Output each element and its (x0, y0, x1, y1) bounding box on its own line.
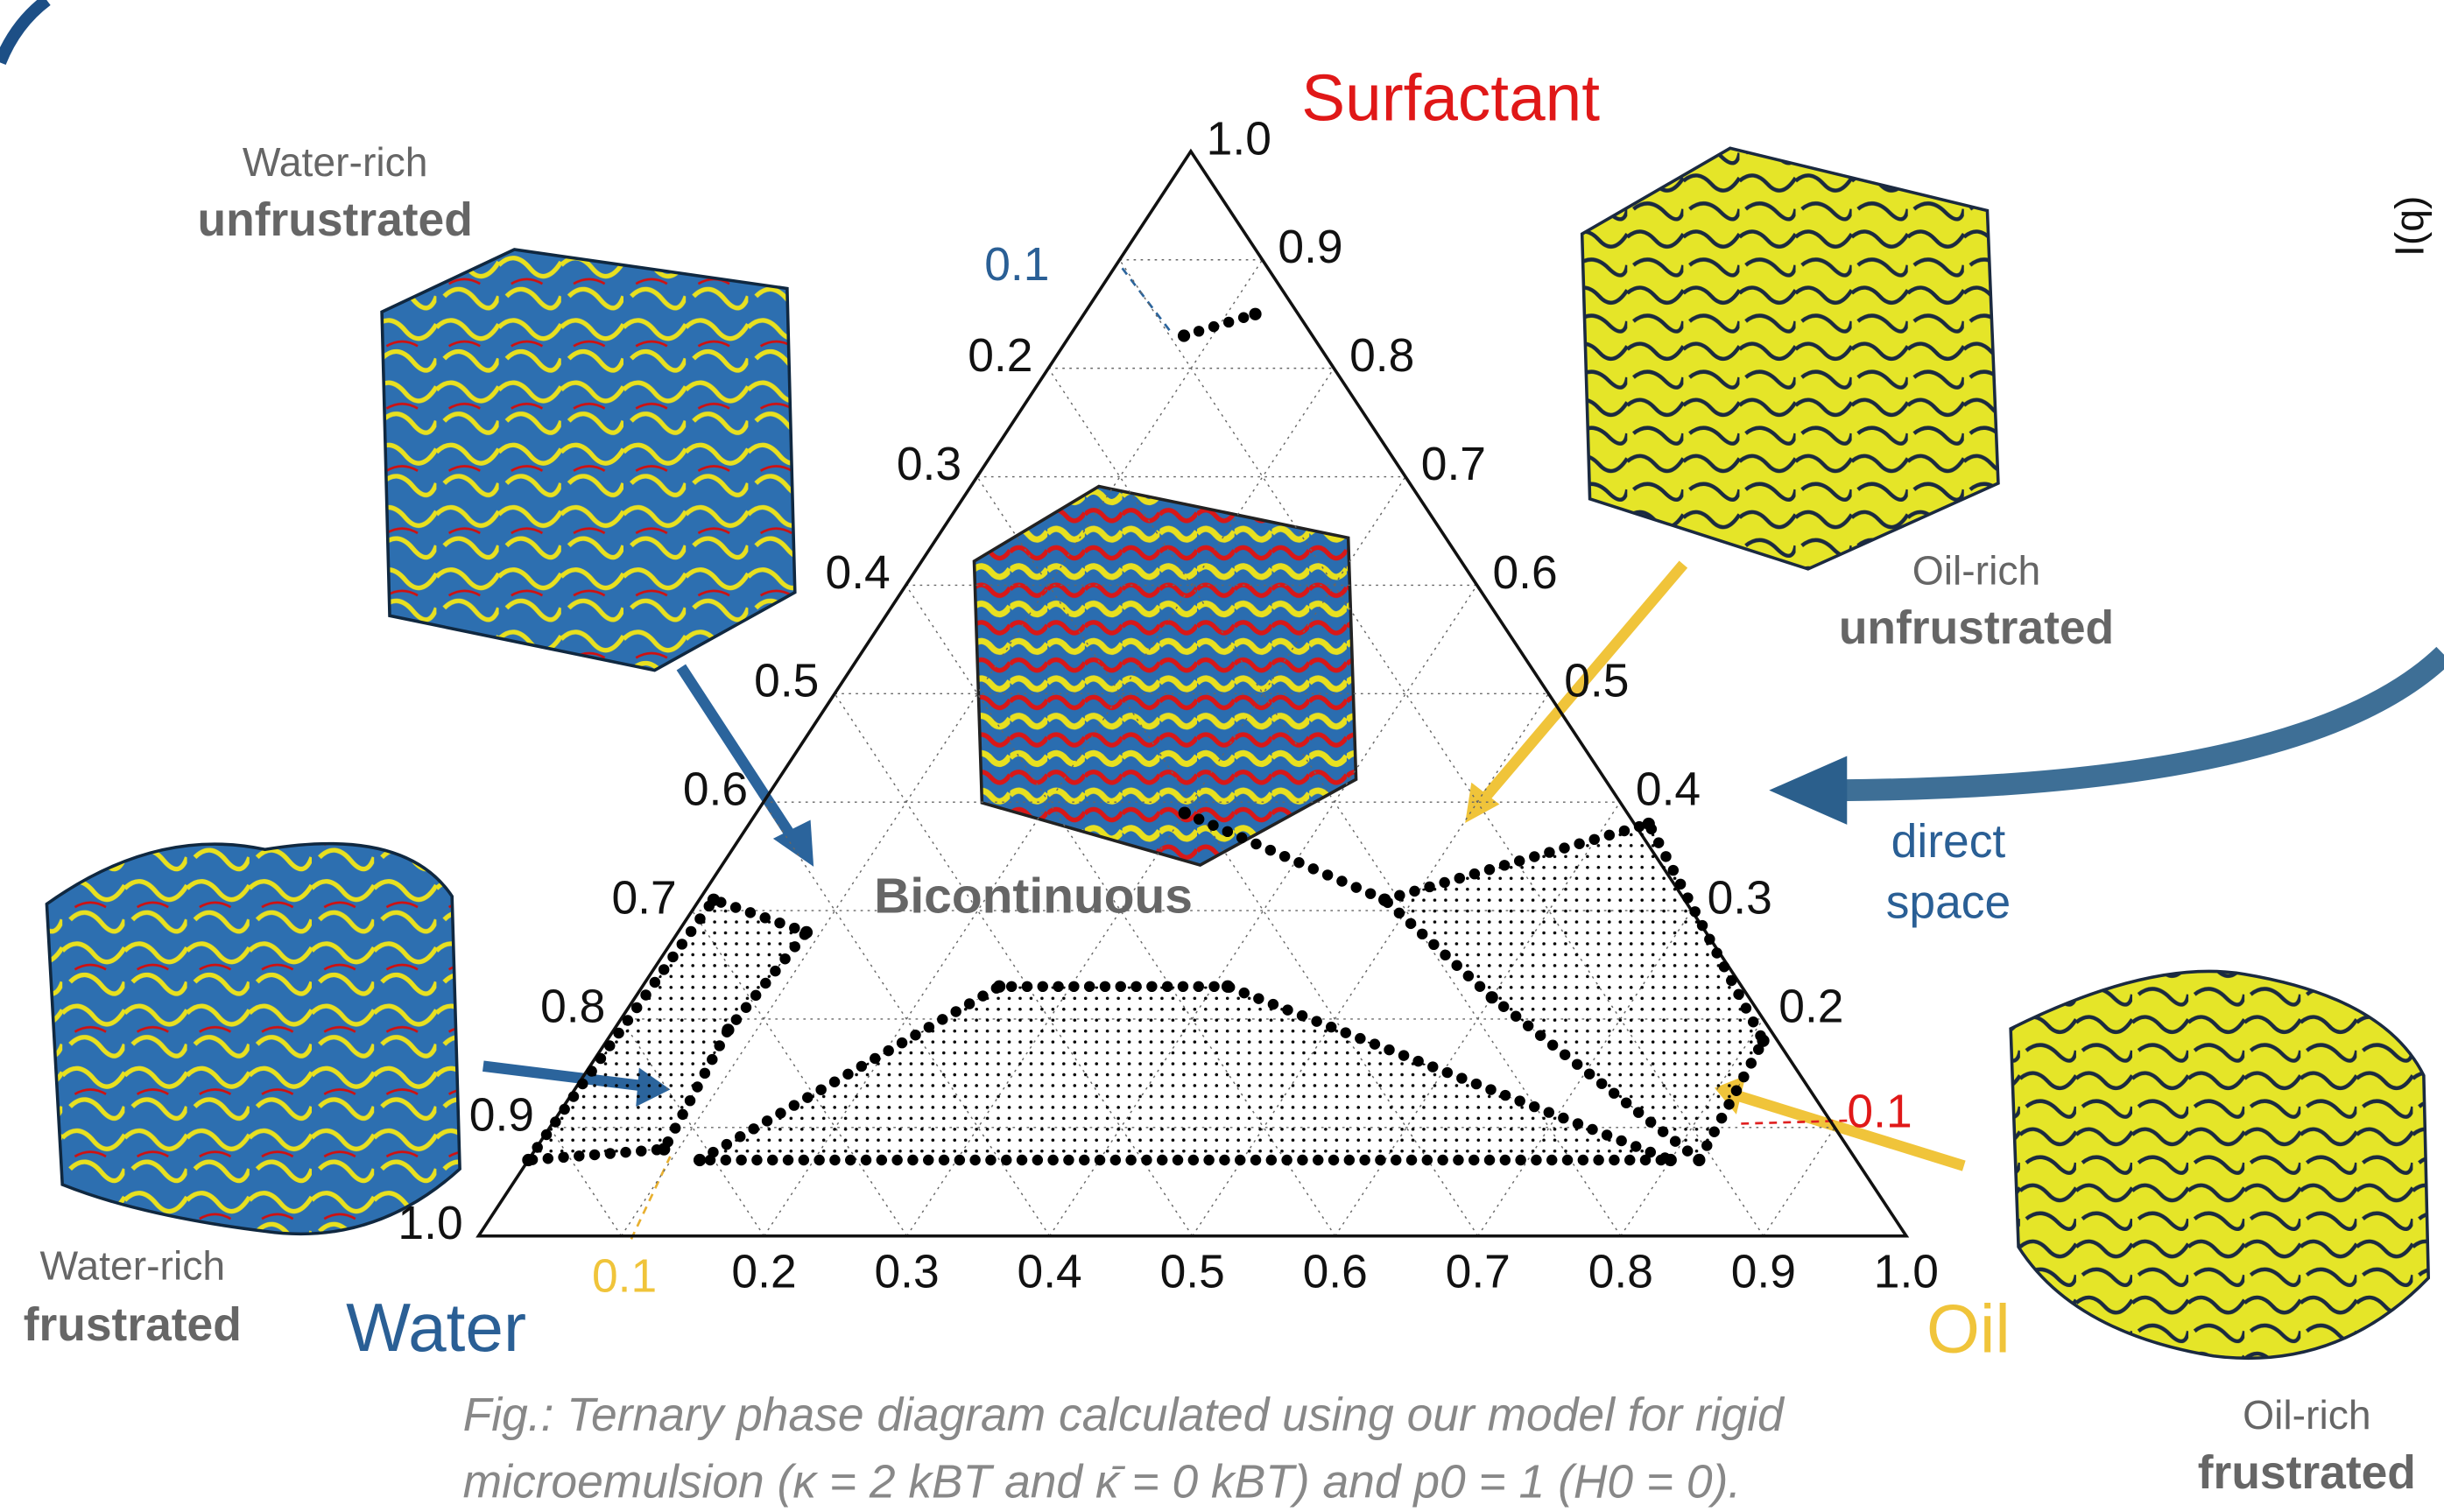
data-point (993, 981, 1005, 993)
caption-line: Oil-rich (1912, 547, 2041, 593)
data-point (800, 926, 813, 939)
bottom-tick-label: 0.5 (1160, 1246, 1225, 1298)
data-point (1486, 991, 1498, 1003)
cube-water-frustrated (46, 844, 460, 1234)
left-tick-label: 0.5 (754, 656, 819, 707)
left-tick-label: 0.3 (897, 439, 961, 490)
region-label: Bicontinuous (874, 868, 1193, 924)
caption-line: unfrustrated (198, 194, 473, 246)
caption-line: space (1886, 876, 2011, 928)
right-tick-label: 0.4 (1636, 764, 1701, 816)
bottom-tick-label: 0.9 (1731, 1246, 1796, 1298)
arrow-head (1769, 756, 1847, 825)
caption-line: Oil-rich (2243, 1392, 2371, 1438)
data-point (1643, 818, 1655, 830)
caption-line: frustrated (2198, 1447, 2416, 1499)
caption-line: frustrated (24, 1299, 242, 1351)
left-tick-label: 0.1 (984, 239, 1049, 291)
left-tick-label: 0.6 (683, 764, 748, 816)
chart: 0.1 0.1 0.1 0.2 0.2 0.2 0.3 0.3 0.3 0.4 0.4 0.4 0.5 0… (0, 0, 2444, 1512)
figure-caption: Fig.: Ternary phase diagram calculated u… (463, 1389, 1785, 1441)
grid-line (1764, 1128, 1835, 1236)
right-tick-label: 1.0 (1207, 113, 1271, 165)
data-point (658, 1143, 670, 1156)
data-point (1178, 329, 1190, 341)
data-point (1693, 1154, 1705, 1166)
left-tick-label: 0.9 (469, 1089, 534, 1141)
data-point (1222, 981, 1234, 993)
page: {"chart_data": { "type": "ternary", "axe… (0, 0, 2444, 1512)
right-tick-label: 0.1 (1847, 1087, 1912, 1138)
decor-arc (0, 0, 46, 62)
bottom-tick-label: 0.2 (731, 1246, 796, 1298)
cube-bicontinuous (974, 487, 1356, 866)
bottom-tick-label: 0.8 (1588, 1246, 1653, 1298)
bottom-tick-label: 0.4 (1018, 1246, 1082, 1298)
cube-water-unfrustrated (382, 250, 795, 671)
data-point (694, 1154, 706, 1166)
data-point (1249, 308, 1261, 320)
phase-boundary (1184, 314, 1255, 336)
right-tick-label: 0.9 (1278, 222, 1342, 273)
bottom-tick-label: 0.1 (592, 1251, 657, 1303)
data-point (1179, 806, 1191, 819)
right-tick-label: 0.3 (1708, 873, 1772, 925)
caption-line: Water-rich (39, 1242, 225, 1288)
left-tick-label: 0.7 (611, 873, 676, 925)
data-point (722, 1023, 734, 1036)
caption-line: unfrustrated (1839, 602, 2114, 654)
cube-oil-unfrustrated (1582, 148, 1998, 569)
data-point (1757, 1035, 1769, 1047)
data-point (1665, 1154, 1677, 1166)
axis-title-bottom: Oil (1926, 1290, 2011, 1368)
data-point (708, 894, 720, 906)
left-tick-label: 1.0 (398, 1198, 462, 1249)
left-tick-label: 0.8 (540, 981, 605, 1032)
left-tick-label: 0.4 (826, 547, 891, 599)
direct-space-curve (1839, 655, 2444, 791)
right-tick-label: 0.2 (1778, 981, 1843, 1032)
axis-title-top: Surfactant (1301, 60, 1600, 134)
right-tick-label: 0.8 (1349, 330, 1414, 382)
data-point (522, 1154, 534, 1166)
figure-caption: microemulsion (κ = 2 kBT and κ̄ = 0 kBT)… (463, 1457, 1742, 1508)
data-point (1378, 894, 1391, 906)
right-tick-label: 0.5 (1564, 656, 1629, 707)
axis-label: I(q) (2387, 196, 2433, 257)
left-tick-label: 0.2 (968, 330, 1032, 382)
right-tick-label: 0.7 (1421, 439, 1486, 490)
caption-line: Water-rich (243, 139, 428, 185)
bottom-tick-label: 0.7 (1446, 1246, 1511, 1298)
axis-title-left: Water (346, 1289, 526, 1366)
bottom-tick-label: 0.3 (874, 1246, 939, 1298)
bottom-tick-label: 0.6 (1303, 1246, 1368, 1298)
caption-line: direct (1891, 816, 2006, 868)
cube-oil-frustrated (2011, 971, 2428, 1358)
right-tick-label: 0.6 (1493, 547, 1558, 599)
